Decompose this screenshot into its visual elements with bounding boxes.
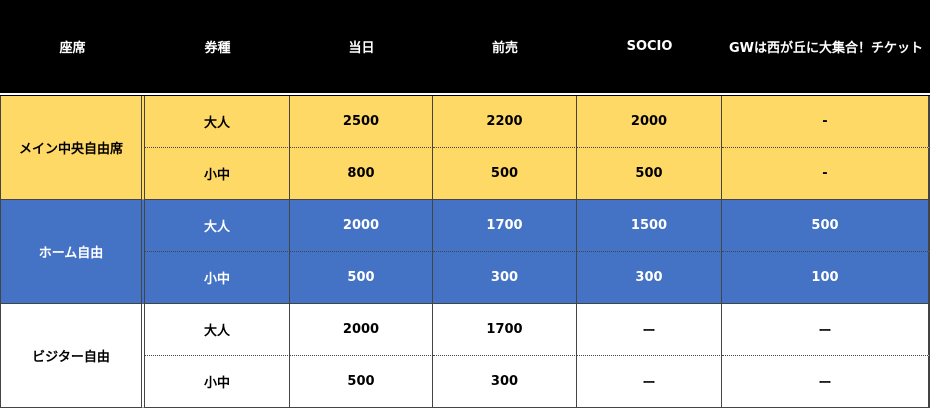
seat-cell: ホーム自由 (0, 200, 145, 304)
header-cell: 前売 (433, 0, 577, 92)
price-cell: 1700 (433, 200, 577, 252)
price-cell: 500 (290, 252, 433, 304)
ticket-type: 大人 (145, 200, 290, 252)
price-cell: ー (577, 356, 722, 408)
ticket-type: 小中 (145, 356, 290, 408)
header-cell: 当日 (290, 0, 433, 92)
price-cell: - (722, 96, 930, 148)
price-cell: ー (577, 304, 722, 356)
price-cell: 2000 (290, 304, 433, 356)
ticket-type: 大人 (145, 304, 290, 356)
price-cell: 300 (433, 252, 577, 304)
price-cell: 300 (577, 252, 722, 304)
price-cell: 500 (290, 356, 433, 408)
ticket-type: 小中 (145, 252, 290, 304)
header-cell: GWは西が丘に大集合！チケット (722, 0, 930, 92)
seat-cell: メイン中央自由席 (0, 96, 145, 200)
price-cell: 2500 (290, 96, 433, 148)
price-cell: 2000 (290, 200, 433, 252)
price-cell: 1700 (433, 304, 577, 356)
seat-cell: ビジター自由 (0, 304, 145, 408)
price-cell: 300 (433, 356, 577, 408)
price-cell: - (722, 148, 930, 200)
price-cell: 2200 (433, 96, 577, 148)
price-cell: 2000 (577, 96, 722, 148)
price-cell: 800 (290, 148, 433, 200)
price-cell: 500 (722, 200, 930, 252)
ticket-type: 大人 (145, 96, 290, 148)
price-cell: 1500 (577, 200, 722, 252)
header-cell: 座席 (0, 0, 145, 92)
price-cell: 500 (433, 148, 577, 200)
header-cell: SOCIO (577, 0, 722, 92)
price-cell: ー (722, 304, 930, 356)
price-cell: ー (722, 356, 930, 408)
header-divider (0, 92, 930, 96)
header-cell: 券種 (145, 0, 290, 92)
price-cell: 100 (722, 252, 930, 304)
price-cell: 500 (577, 148, 722, 200)
ticket-type: 小中 (145, 148, 290, 200)
